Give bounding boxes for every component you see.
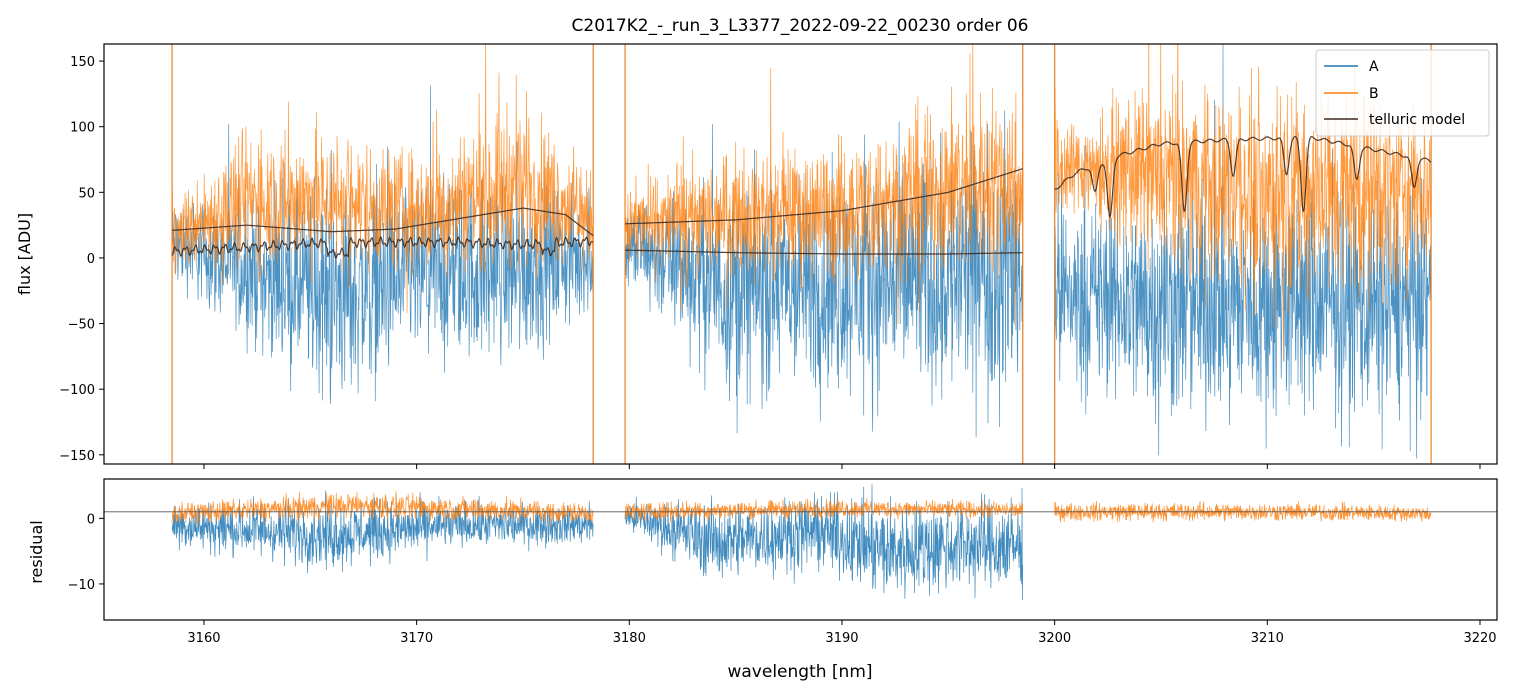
legend-box (1315, 49, 1490, 137)
telluric-model-upper-2 (625, 168, 1023, 225)
residual-x-ticks: 3160 3170 3180 3190 3200 3210 3220 (187, 620, 1497, 646)
y-axis-label-flux: flux [ADU] (15, 213, 34, 295)
top-y-tick-label: 150 (70, 55, 95, 70)
residual-y-tick-label: 0 (87, 512, 95, 527)
top-y-tick-label: 100 (70, 121, 95, 136)
top-axes-frame (103, 43, 1498, 465)
x-tick-label: 3210 (1251, 631, 1284, 646)
x-tick-label: 3190 (825, 631, 858, 646)
residual-axes-frame (103, 478, 1498, 621)
top-y-tick-label: 0 (87, 252, 95, 267)
top-y-tick-label: 50 (78, 186, 95, 201)
telluric-model-upper-1 (172, 207, 594, 237)
top-y-tick-label: −100 (59, 383, 95, 398)
residual-plot-area (104, 484, 1497, 601)
top-y-tick-label: −150 (59, 449, 95, 464)
y-axis-label-residual: residual (27, 520, 46, 583)
x-tick-label: 3170 (400, 631, 433, 646)
series-b-segment-2 (624, 44, 1024, 325)
legend-label-b: B (1369, 86, 1379, 102)
x-tick-label: 3180 (613, 631, 646, 646)
top-plot-area (171, 44, 1432, 464)
residual-y-tick-label: −10 (68, 578, 95, 593)
telluric-model-lower-2 (625, 249, 1023, 255)
residual-b-segment-3 (1054, 500, 1432, 523)
top-y-tick-label: −50 (68, 318, 95, 333)
residual-a-segment-1 (171, 490, 594, 574)
top-x-ticks (203, 464, 1481, 469)
residual-y-ticks: −10 0 (68, 512, 104, 593)
legend-label-a: A (1369, 59, 1379, 75)
telluric-model-upper-3 (1054, 135, 1432, 219)
legend: A B telluric model (1315, 49, 1490, 137)
x-tick-label: 3220 (1463, 631, 1496, 646)
chart-title: C2017K2_-_run_3_L3377_2022-09-22_00230 o… (572, 16, 1029, 36)
x-axis-label: wavelength [nm] (727, 662, 872, 682)
legend-label-telluric: telluric model (1369, 112, 1465, 128)
x-tick-label: 3160 (187, 631, 220, 646)
top-y-ticks: −150 −100 −50 0 50 100 150 (59, 55, 104, 464)
series-b-segment-3 (1054, 44, 1432, 362)
residual-b-segment-2 (624, 497, 1024, 523)
residual-a-segment-2 (624, 484, 1024, 601)
x-tick-label: 3200 (1038, 631, 1071, 646)
telluric-model-lower-1 (171, 235, 594, 259)
residual-b-segment-1 (171, 491, 594, 527)
series-b-segment-1 (171, 44, 594, 314)
